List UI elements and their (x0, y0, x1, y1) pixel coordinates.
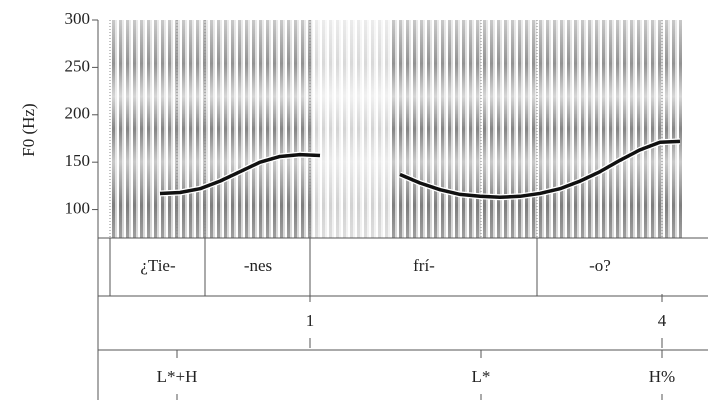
y-tick-label: 200 (65, 104, 91, 123)
tier-label: 1 (306, 311, 315, 330)
tier-label: L* (472, 367, 491, 386)
y-tick-label: 300 (65, 9, 91, 28)
tier-label: -nes (244, 256, 272, 275)
tier-label: 4 (658, 311, 667, 330)
tier-label: L*+H (157, 367, 198, 386)
tier-label: ¿Tie- (140, 256, 176, 275)
y-axis-label: F0 (Hz) (19, 103, 38, 156)
tier-label: -o? (589, 256, 611, 275)
f0-contour (159, 139, 681, 199)
boundary-lines (109, 20, 663, 238)
y-tick-label: 100 (65, 198, 91, 217)
tier-label: frí- (413, 256, 435, 275)
spectrogram (112, 20, 682, 238)
y-tick-label: 250 (65, 56, 91, 75)
y-tick-label: 150 (65, 151, 91, 170)
tier-label: H% (649, 367, 675, 386)
